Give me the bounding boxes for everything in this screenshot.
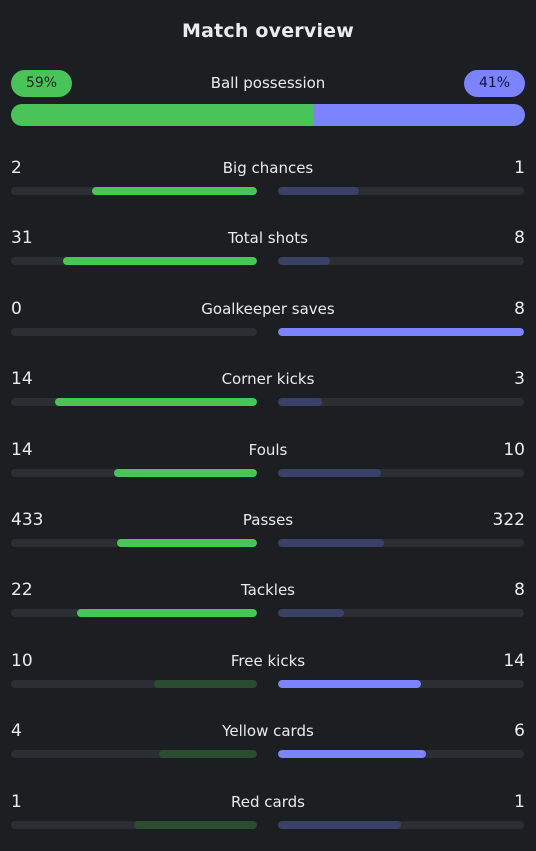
stat-label: Tackles (240, 581, 296, 599)
stat-row: 14 Corner kicks 3 (11, 369, 525, 409)
stat-label: Yellow cards (222, 722, 314, 740)
stat-row: 433 Passes 322 (11, 510, 525, 550)
away-stat-track (278, 398, 524, 406)
away-stat-track (278, 609, 524, 617)
home-stat-track (11, 469, 257, 477)
away-stat-fill (278, 680, 421, 688)
away-stat-value: 322 (492, 510, 525, 530)
away-stat-value: 8 (514, 299, 525, 319)
away-stat-value: 8 (514, 580, 525, 600)
away-stat-track (278, 469, 524, 477)
stat-label: Corner kicks (221, 370, 315, 388)
home-stat-fill (114, 469, 257, 477)
possession-bar (11, 104, 525, 126)
home-stat-track (11, 257, 257, 265)
away-stat-value: 1 (514, 158, 525, 178)
home-stat-track (11, 609, 257, 617)
stat-row: 1 Red cards 1 (11, 792, 525, 832)
home-stat-track (11, 680, 257, 688)
home-stat-value: 10 (11, 651, 33, 671)
away-stat-track (278, 328, 524, 336)
away-stat-fill (278, 187, 360, 195)
home-stat-fill (62, 257, 257, 265)
away-stat-track (278, 187, 524, 195)
stat-row: 4 Yellow cards 6 (11, 721, 525, 761)
away-stat-value: 8 (514, 228, 525, 248)
away-possession-fill (314, 104, 525, 126)
home-stat-fill (55, 398, 257, 406)
away-stat-value: 14 (503, 651, 525, 671)
home-stat-track (11, 539, 257, 547)
home-stat-fill (77, 609, 257, 617)
home-possession-fill (11, 104, 315, 126)
stat-row: 14 Fouls 10 (11, 440, 525, 480)
away-possession-badge: 41% (464, 70, 525, 97)
page-title: Match overview (181, 20, 355, 42)
home-stat-fill (116, 539, 257, 547)
away-stat-value: 3 (514, 369, 525, 389)
home-stat-value: 22 (11, 580, 33, 600)
ball-possession-label: Ball possession (210, 74, 326, 92)
home-stat-track (11, 187, 257, 195)
home-stat-value: 433 (11, 510, 44, 530)
stat-row: 0 Goalkeeper saves 8 (11, 299, 525, 339)
home-stat-fill (158, 750, 257, 758)
stat-row: 22 Tackles 8 (11, 580, 525, 620)
away-stat-value: 10 (503, 440, 525, 460)
away-stat-fill (278, 328, 524, 336)
stat-label: Total shots (228, 229, 308, 247)
away-stat-fill (278, 821, 401, 829)
away-stat-track (278, 750, 524, 758)
home-stat-fill (153, 680, 257, 688)
away-stat-value: 6 (514, 721, 525, 741)
away-stat-fill (278, 750, 426, 758)
away-stat-value: 1 (514, 792, 525, 812)
home-possession-badge: 59% (11, 70, 72, 97)
stat-row: 2 Big chances 1 (11, 158, 525, 198)
ball-possession-header: Ball possession 59% 41% (11, 70, 525, 97)
away-stat-track (278, 680, 524, 688)
away-stat-track (278, 257, 524, 265)
away-stat-fill (278, 398, 323, 406)
home-stat-track (11, 398, 257, 406)
stat-label: Red cards (231, 793, 305, 811)
home-stat-track (11, 821, 257, 829)
home-stat-value: 2 (11, 158, 22, 178)
away-stat-fill (278, 539, 384, 547)
away-stat-track (278, 539, 524, 547)
home-stat-value: 4 (11, 721, 22, 741)
stat-label: Big chances (222, 159, 314, 177)
stat-row: 31 Total shots 8 (11, 228, 525, 268)
stat-row: 10 Free kicks 14 (11, 651, 525, 691)
home-stat-value: 14 (11, 440, 33, 460)
home-stat-value: 31 (11, 228, 33, 248)
away-stat-fill (278, 609, 345, 617)
home-stat-value: 1 (11, 792, 22, 812)
home-stat-fill (92, 187, 257, 195)
home-stat-value: 0 (11, 299, 22, 319)
stat-label: Passes (242, 511, 294, 529)
home-stat-value: 14 (11, 369, 33, 389)
home-stat-track (11, 328, 257, 336)
home-stat-track (11, 750, 257, 758)
away-stat-fill (278, 469, 382, 477)
stat-label: Fouls (248, 441, 288, 459)
home-stat-fill (134, 821, 257, 829)
stat-label: Goalkeeper saves (201, 300, 335, 318)
stat-label: Free kicks (230, 652, 306, 670)
away-stat-fill (278, 257, 330, 265)
away-stat-track (278, 821, 524, 829)
